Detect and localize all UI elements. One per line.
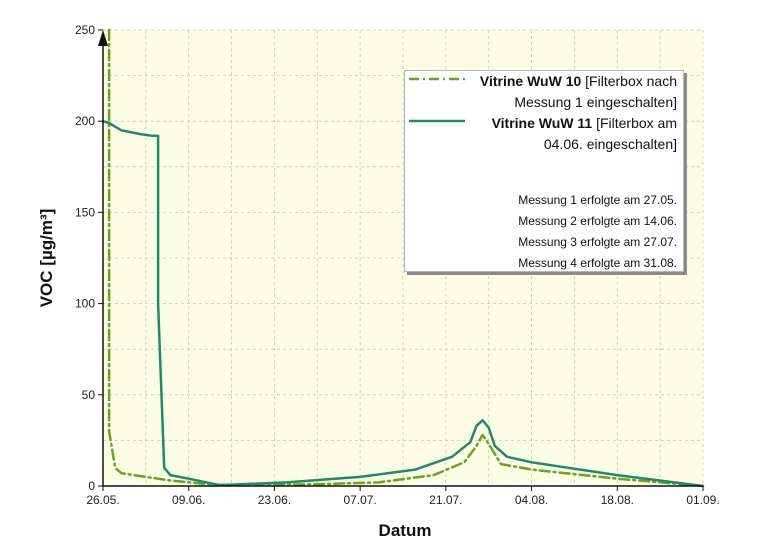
y-tick-label: 50 <box>82 388 96 402</box>
legend-series-2-desc-1: [Filterbox am <box>592 115 677 131</box>
y-tick-label: 0 <box>88 479 95 493</box>
legend-swatch-series-2 <box>409 119 465 123</box>
annotation-measurement-2: Messung 2 erfolgte am 14.06. <box>518 214 677 228</box>
series-layer <box>101 28 705 488</box>
legend-swatch-series-1 <box>409 77 465 81</box>
x-tick-label: 01.09. <box>686 493 719 507</box>
y-axis-arrow-icon <box>98 30 108 46</box>
legend-entry-series-1-cont: Messung 1 eingeschalten] <box>514 92 677 112</box>
y-tick-label: 100 <box>75 297 95 311</box>
x-tick-label: 09.06. <box>172 493 205 507</box>
x-tick-label: 26.05. <box>86 493 119 507</box>
x-tick-label: 21.07. <box>429 493 462 507</box>
series-line-2 <box>101 119 705 488</box>
y-tick-label: 150 <box>75 205 95 219</box>
series-line-1 <box>107 28 705 488</box>
annotation-measurement-4: Messung 4 erfolgte am 31.08. <box>518 256 677 270</box>
annotation-measurement-3: Messung 3 erfolgte am 27.07. <box>518 235 677 249</box>
axes <box>98 30 703 487</box>
y-axis-title: VOC [µg/m³] <box>37 209 56 308</box>
x-tick-label: 07.07. <box>343 493 376 507</box>
legend-entry-series-1: Vitrine WuW 10 [Filterbox nach <box>480 71 677 91</box>
legend-entry-series-2-cont: 04.06. eingeschalten] <box>544 134 677 154</box>
legend-series-1-desc-1: [Filterbox nach <box>581 73 677 89</box>
legend-series-2-desc-2: 04.06. eingeschalten] <box>543 136 677 152</box>
y-tick-label: 250 <box>75 23 95 37</box>
legend-entry-series-2: Vitrine WuW 11 [Filterbox am <box>492 113 677 133</box>
annotation-measurement-1: Messung 1 erfolgte am 27.05. <box>518 193 677 207</box>
x-axis-title: Datum <box>379 521 432 540</box>
x-tick-label: 18.08. <box>601 493 634 507</box>
tick-labels: 26.05. 09.06. 23.06. 07.07. 21.07. 04.08. 18.0… <box>75 23 720 507</box>
legend: Vitrine WuW 10 [Filterbox nach Messung 1… <box>404 70 684 272</box>
legend-series-1-name: Vitrine WuW 10 <box>479 73 582 89</box>
legend-series-1-desc-2: Messung 1 eingeschalten] <box>514 94 677 110</box>
legend-series-2-name: Vitrine WuW 11 <box>491 115 593 131</box>
y-tick-label: 200 <box>75 114 95 128</box>
x-tick-label: 23.06. <box>258 493 291 507</box>
x-tick-label: 04.08. <box>515 493 548 507</box>
